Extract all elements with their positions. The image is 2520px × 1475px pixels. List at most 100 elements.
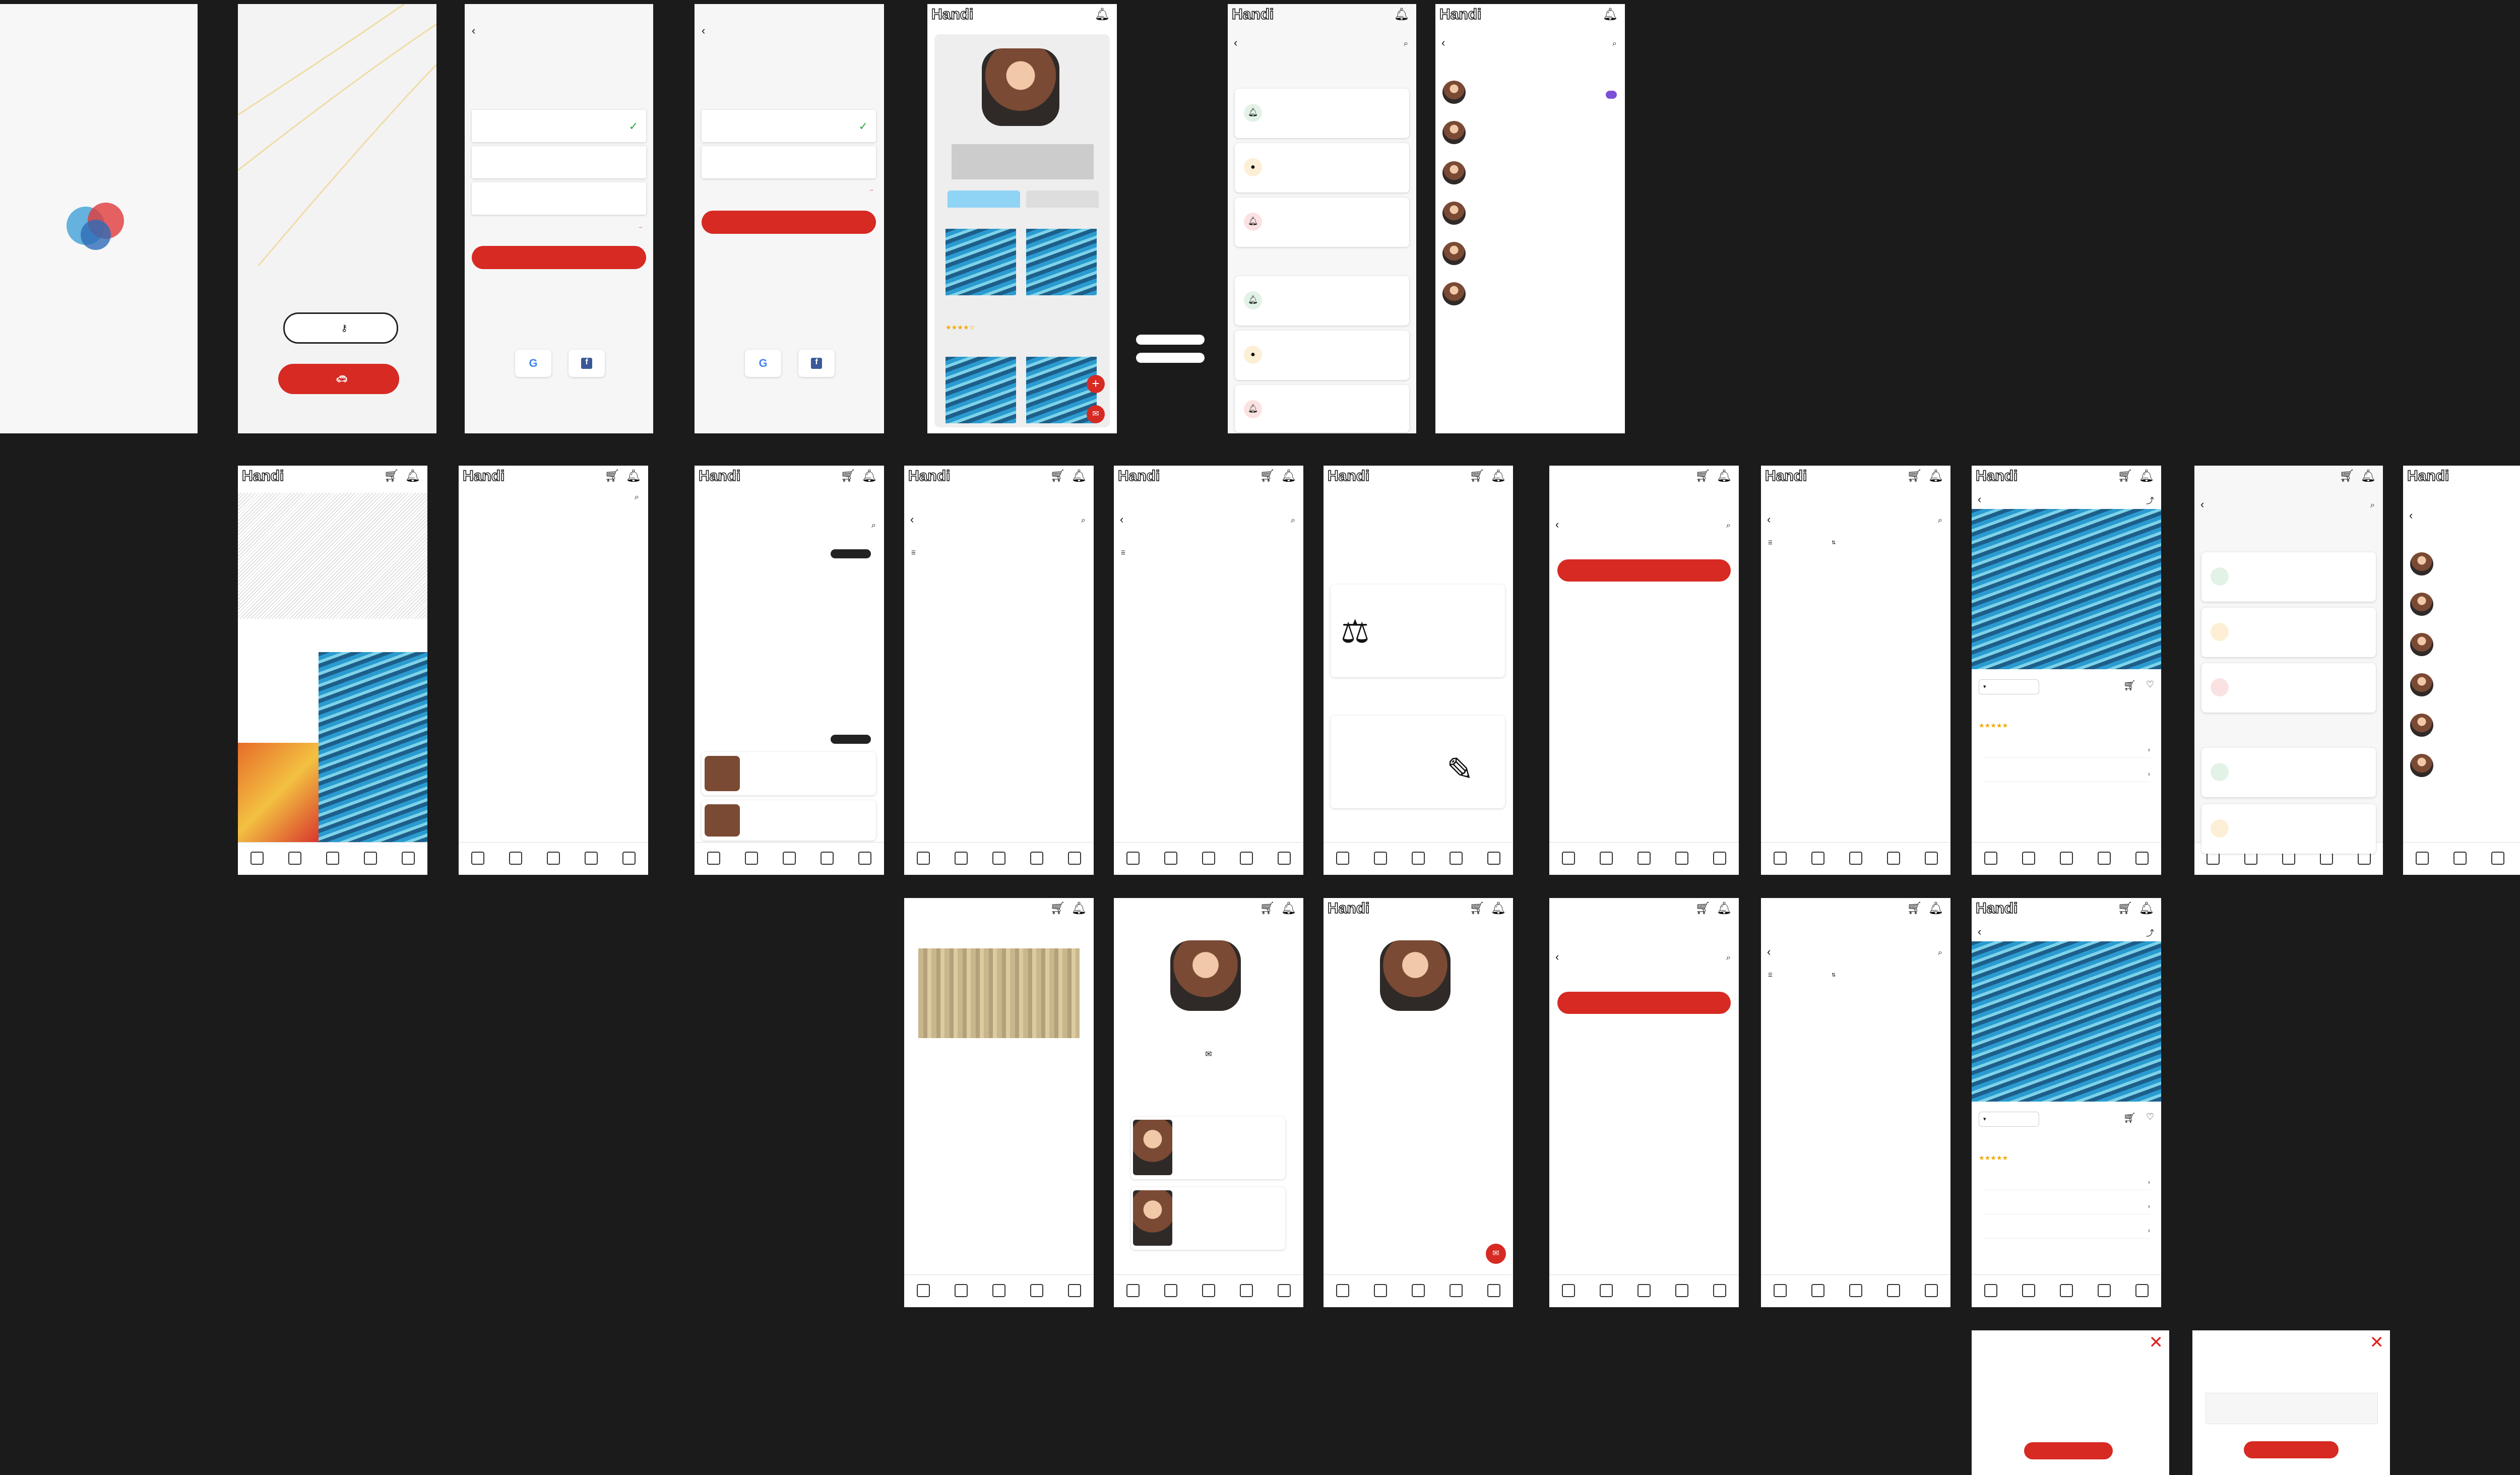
nav-item[interactable] (1373, 852, 1387, 866)
add-fab-button[interactable]: + (1087, 375, 1105, 393)
nav-item[interactable] (1637, 852, 1651, 866)
already-have-account-link[interactable]: → (638, 224, 643, 230)
nav-item[interactable] (1675, 852, 1689, 866)
bell-icon[interactable]: 🔔︎ (1071, 469, 1087, 483)
nav-item[interactable] (1887, 852, 1901, 866)
nav-item[interactable] (585, 852, 598, 866)
nav-item[interactable] (1030, 1284, 1044, 1298)
notification-item[interactable]: 🔔︎ (1235, 385, 1409, 432)
item-details-row[interactable]: › (1983, 1178, 2150, 1190)
cart-icon[interactable]: 🛒︎ (2123, 1113, 2136, 1124)
nav-item[interactable] (1202, 1284, 1215, 1298)
shipping-row[interactable]: › (1983, 1202, 2150, 1214)
google-button[interactable]: G (515, 350, 551, 377)
nav-item[interactable] (1411, 852, 1425, 866)
back-icon[interactable]: ‹ (1441, 36, 1445, 49)
nav-item[interactable] (1561, 1284, 1575, 1298)
name-field[interactable]: ✓ (472, 110, 646, 142)
item-details-row[interactable]: › (1983, 746, 2150, 758)
nav-item[interactable] (2098, 852, 2111, 866)
nav-item[interactable] (744, 852, 758, 866)
nav-item[interactable] (1811, 852, 1824, 866)
tab-items[interactable] (948, 190, 1020, 208)
bell-icon[interactable]: 🔔︎ (2138, 902, 2154, 915)
more-button[interactable] (831, 735, 871, 744)
nav-item[interactable] (1773, 852, 1787, 866)
nav-item[interactable] (326, 852, 339, 866)
bell-icon[interactable]: 🔔︎ (1928, 902, 1943, 915)
heart-icon[interactable]: ♡ (2146, 679, 2154, 689)
video-thumbnail[interactable] (918, 948, 1080, 1038)
inbox-item[interactable] (2403, 671, 2520, 701)
back-icon[interactable]: ‹ (2200, 498, 2204, 510)
nav-item[interactable] (707, 852, 720, 866)
new-item-button[interactable] (1136, 335, 1205, 345)
notification-item[interactable] (2201, 552, 2376, 602)
cart-icon[interactable]: 🛒︎ (1695, 902, 1711, 915)
nav-item[interactable] (1030, 852, 1044, 866)
nav-item[interactable] (509, 852, 522, 866)
nav-item[interactable] (1773, 1284, 1787, 1298)
facebook-button[interactable]: f (798, 350, 835, 377)
nav-item[interactable] (2059, 1284, 2073, 1298)
close-icon[interactable]: ✕ (2369, 1333, 2384, 1352)
item-image[interactable] (1026, 357, 1097, 423)
nav-item[interactable] (2135, 852, 2149, 866)
nav-item[interactable] (2135, 1284, 2149, 1298)
bell-icon[interactable]: 🔔︎ (405, 469, 420, 483)
cart-icon[interactable]: 🛒︎ (1907, 902, 1922, 915)
cart-icon[interactable]: 🛒︎ (2117, 469, 2133, 483)
nav-item[interactable] (1713, 852, 1727, 866)
inbox-item[interactable] (1435, 79, 1625, 109)
nav-item[interactable] (2319, 852, 2333, 866)
nav-item[interactable] (2059, 852, 2073, 866)
nav-item[interactable] (1126, 852, 1140, 866)
nav-item[interactable] (1450, 852, 1463, 866)
new-content-button[interactable] (1136, 353, 1205, 363)
search-icon[interactable]: ⌕ (871, 521, 876, 530)
nav-item[interactable] (2244, 852, 2258, 866)
nav-item[interactable] (1202, 852, 1215, 866)
inbox-item[interactable] (2403, 712, 2520, 742)
cart-icon[interactable]: 🛒︎ (840, 469, 856, 483)
notification-item[interactable]: 🔔︎ (1235, 198, 1409, 247)
inbox-item[interactable] (1435, 200, 1625, 230)
search-icon[interactable]: ⌕ (1938, 516, 1942, 525)
back-icon[interactable]: ‹ (1978, 493, 1982, 505)
filters-button[interactable]: ☰ (1768, 973, 1773, 978)
bidding-details-row[interactable]: › (1983, 1227, 2150, 1239)
nav-item[interactable] (916, 1284, 930, 1298)
nav-item[interactable] (1849, 1284, 1862, 1298)
nav-item[interactable] (1561, 852, 1575, 866)
nav-item[interactable] (1336, 852, 1349, 866)
back-icon[interactable]: ‹ (1978, 925, 1982, 938)
back-icon[interactable]: ‹ (472, 24, 476, 37)
notification-item[interactable]: 🔔︎ (1235, 276, 1409, 326)
flowers-image[interactable] (238, 743, 319, 844)
bell-icon[interactable]: 🔔︎ (1716, 469, 1732, 483)
nav-item[interactable] (782, 852, 796, 866)
share-icon[interactable]: ⤴ (2146, 929, 2154, 938)
back-icon[interactable]: ‹ (1767, 513, 1771, 526)
cart-icon[interactable]: 🛒︎ (2339, 469, 2355, 483)
back-icon[interactable]: ‹ (702, 24, 706, 37)
nav-item[interactable] (1925, 852, 1938, 866)
filters-button[interactable]: ☰ (1121, 550, 1125, 556)
cart-icon[interactable]: 🛒︎ (604, 469, 620, 483)
nav-item[interactable] (364, 852, 377, 866)
nav-item[interactable] (2282, 852, 2295, 866)
nav-item[interactable] (916, 852, 930, 866)
nav-item[interactable] (1637, 1284, 1651, 1298)
notification-item[interactable] (2201, 663, 2376, 713)
view-all-button[interactable] (1557, 992, 1731, 1014)
cart-icon[interactable]: 🛒︎ (2123, 680, 2136, 691)
password-field[interactable] (472, 182, 646, 215)
nav-item[interactable] (1887, 1284, 1901, 1298)
cart-icon[interactable]: 🛒︎ (1469, 469, 1485, 483)
nav-item[interactable] (954, 852, 968, 866)
nav-item[interactable] (1599, 1284, 1613, 1298)
bell-icon[interactable]: 🔔︎ (1490, 902, 1506, 915)
nav-item[interactable] (622, 852, 636, 866)
bell-icon[interactable]: 🔔︎ (1394, 8, 1409, 21)
nav-item[interactable] (1984, 852, 1997, 866)
